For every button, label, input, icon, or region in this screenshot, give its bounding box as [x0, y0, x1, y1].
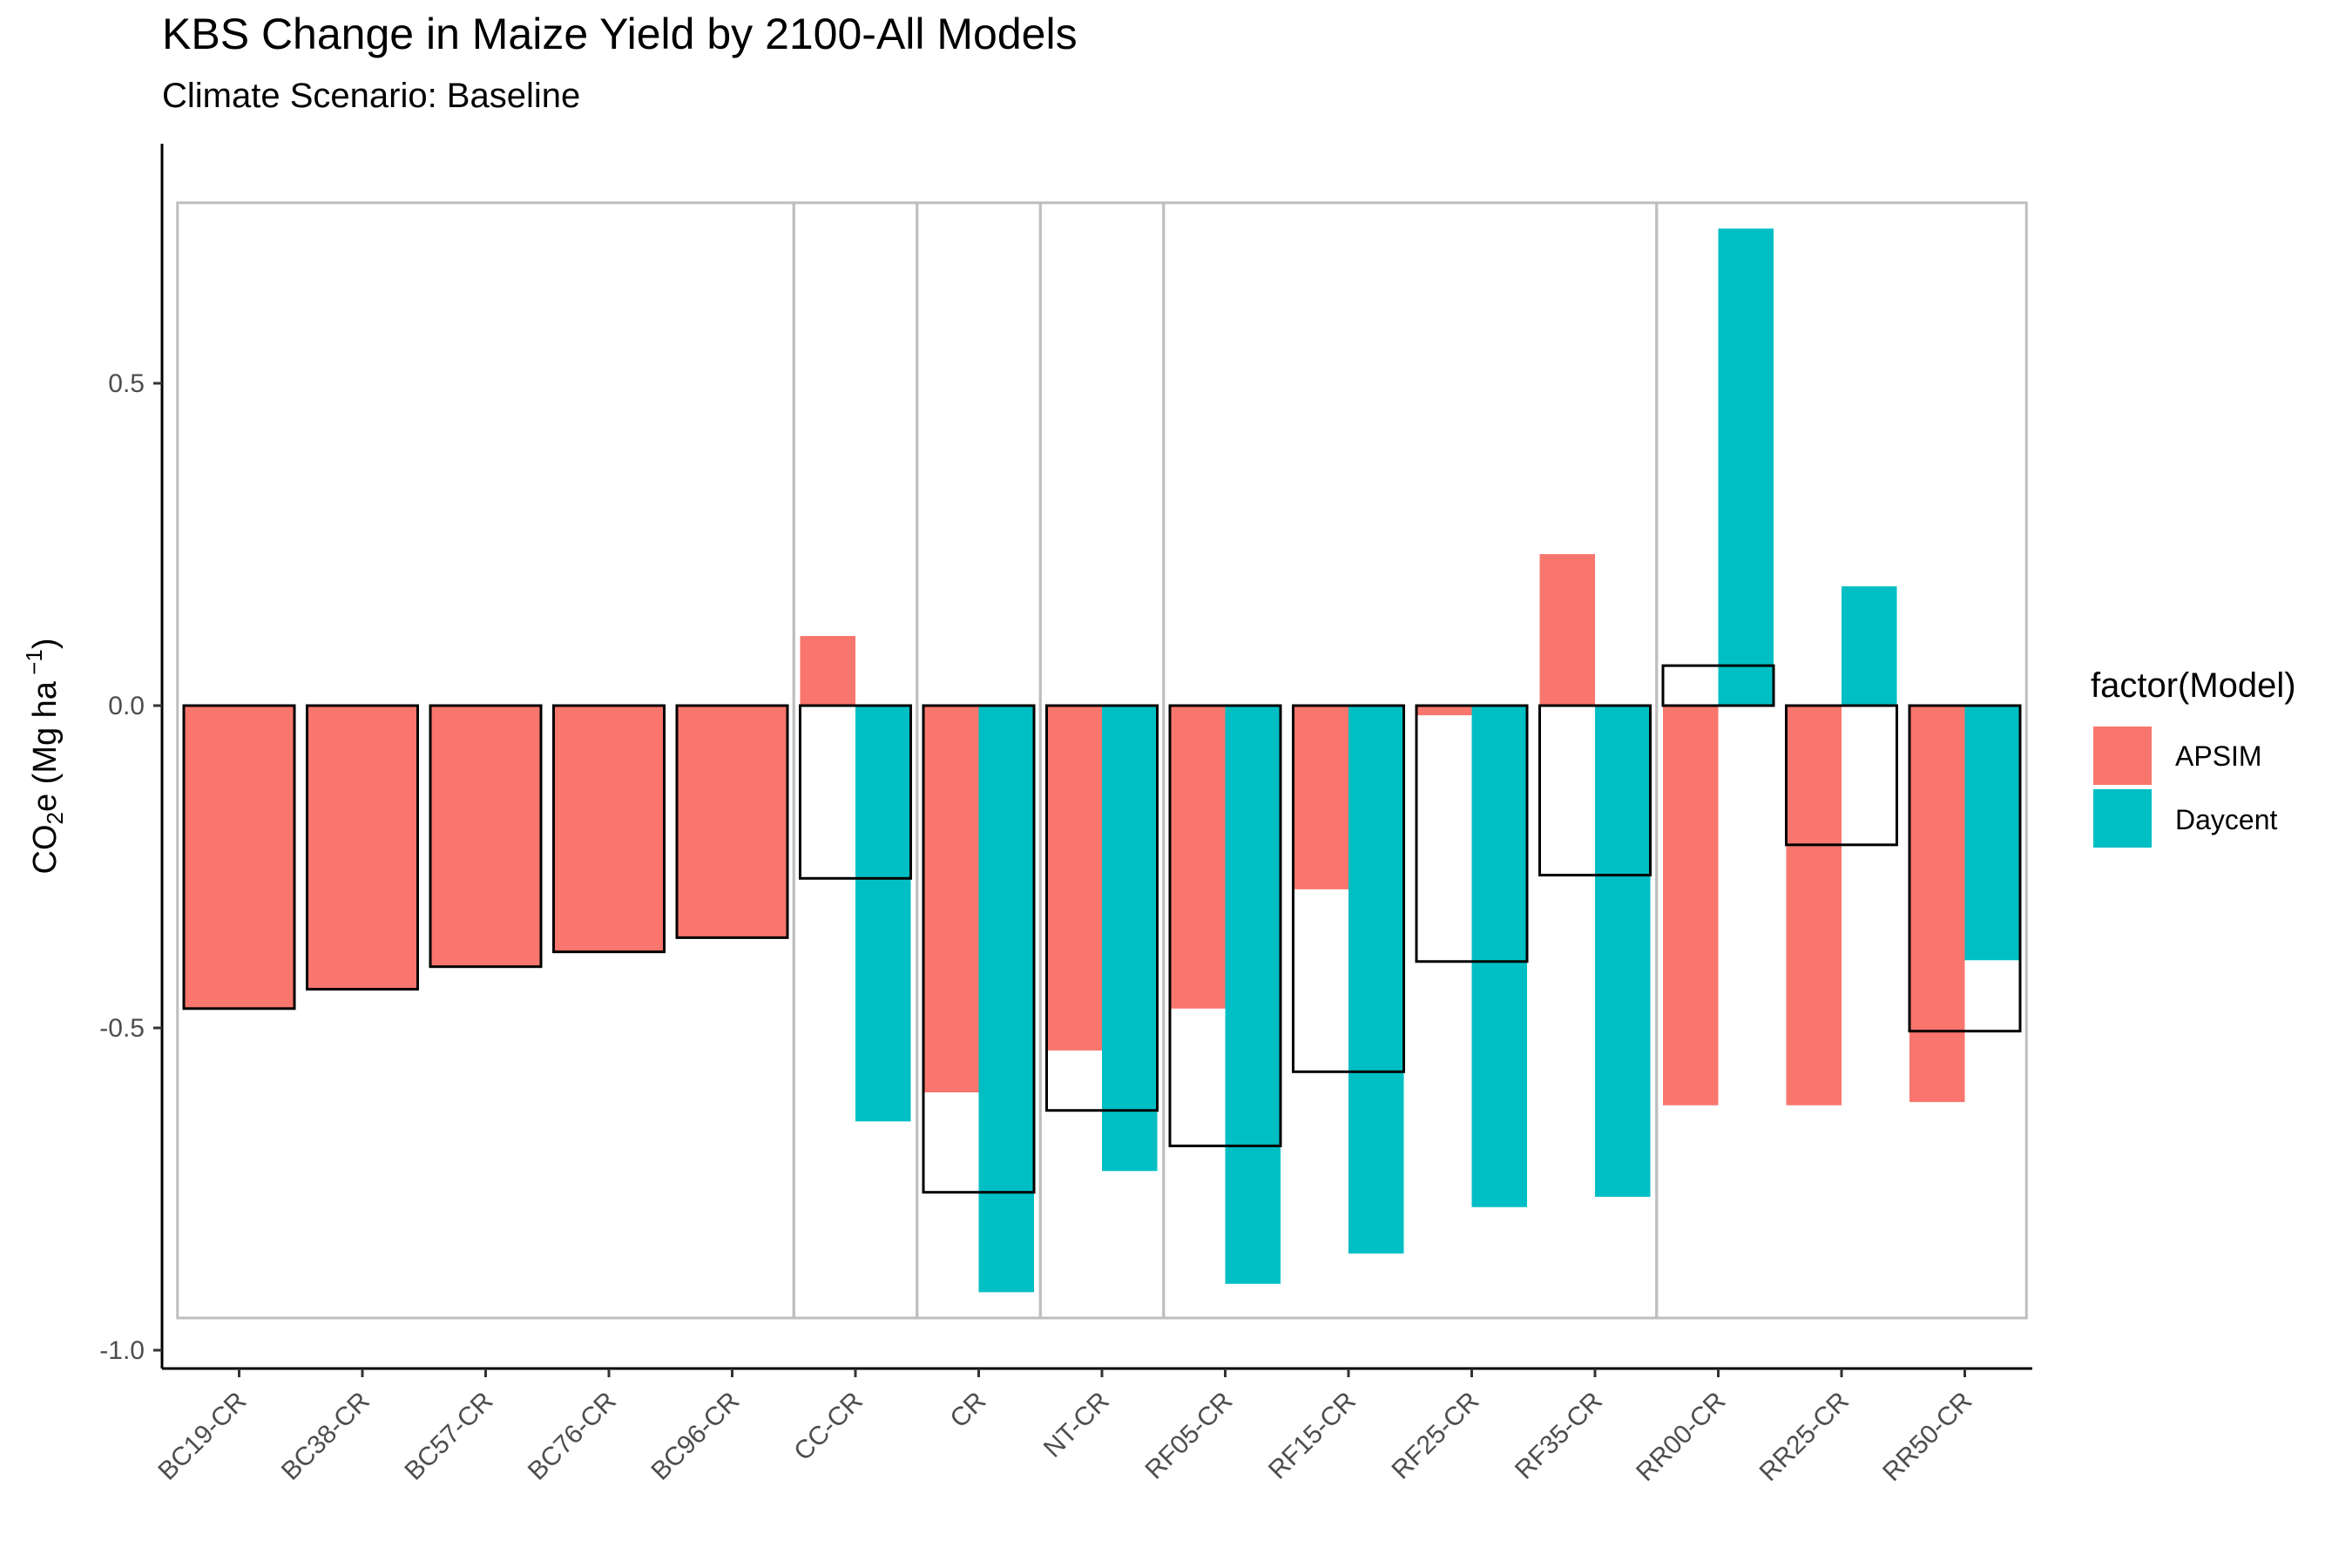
outline-bar-rf15-cr [1292, 704, 1405, 1073]
bar-apsim-rf05-cr [1170, 706, 1226, 1009]
bar-apsim-cr [923, 706, 979, 1092]
x-tick-label-bc38-cr: BC38-CR [276, 1387, 375, 1486]
outline-bar-rr00-cr [1661, 664, 1775, 707]
outline-bar-bc96-cr [675, 704, 789, 939]
outline-bar-cc-cr [799, 704, 912, 880]
y-axis-title-close: ) [27, 639, 64, 650]
x-tick-label-rf25-cr: RF25-CR [1387, 1387, 1485, 1485]
bar-apsim-rf35-cr [1539, 554, 1595, 706]
x-tick-label-bc57-cr: BC57-CR [399, 1387, 498, 1486]
outline-bar-rf05-cr [1168, 704, 1282, 1147]
bar-apsim-rr00-cr [1663, 706, 1719, 1105]
x-ticks: BC19-CR BC38-CR BC57-CR BC76-CR BC96-CR CC-CR… [152, 1369, 1977, 1487]
x-tick-label-rf05-cr: RF05-CR [1140, 1387, 1239, 1485]
bar-apsim-bc19-cr [184, 706, 294, 1009]
legend-label-apsim: APSIM [2175, 740, 2262, 772]
y-axis-title-rest: e (Mg ha [27, 680, 64, 812]
outline-bar-bc76-cr [552, 704, 666, 954]
y-tick-label: -0.5 [99, 1014, 145, 1043]
bar-daycent-rf35-cr [1595, 706, 1651, 1197]
legend-swatch-apsim [2093, 727, 2152, 785]
x-tick-label-cc-cr: CC-CR [788, 1387, 868, 1467]
outline-bar-bc57-cr [429, 704, 543, 969]
bar-apsim-rr50-cr [1909, 706, 1965, 1103]
legend-swatch-daycent [2093, 789, 2152, 848]
bar-daycent-rr00-cr [1718, 228, 1774, 706]
outline-bars [182, 664, 2022, 1194]
x-tick-label-rf15-cr: RF15-CR [1263, 1387, 1362, 1485]
legend-label-daycent: Daycent [2175, 804, 2278, 835]
outline-bar-rr50-cr [1908, 704, 2022, 1033]
bar-apsim-rf25-cr [1416, 706, 1472, 716]
bar-daycent-cc-cr [855, 706, 911, 1122]
bar-apsim-bc57-cr [430, 706, 541, 967]
bar-apsim-bc76-cr [553, 706, 665, 952]
y-tick-label: -1.0 [99, 1336, 145, 1365]
x-tick-label-bc96-cr: BC96-CR [645, 1387, 745, 1486]
bars [184, 228, 2020, 1293]
outline-bar-bc19-cr [182, 704, 296, 1010]
y-axis-title-superscript: −1 [21, 649, 47, 681]
bar-daycent-rf25-cr [1471, 706, 1527, 1207]
y-axis-title-main: CO [27, 824, 64, 874]
legend-title: factor(Model) [2091, 666, 2296, 705]
y-axis-title: CO2e (Mg ha −1) [21, 639, 68, 875]
axes [160, 144, 2032, 1370]
y-tick-label: 0.0 [108, 692, 145, 720]
bar-apsim-cc-cr [800, 636, 855, 706]
chart-subtitle: Climate Scenario: Baseline [162, 77, 581, 115]
bar-apsim-bc38-cr [307, 706, 418, 990]
x-tick-label-rr00-cr: RR00-CR [1631, 1387, 1731, 1487]
y-axis-title-subscript: 2 [42, 812, 68, 824]
bar-daycent-rf05-cr [1225, 706, 1281, 1284]
x-tick-label-cr: CR [944, 1387, 991, 1434]
outline-bar-cr [922, 704, 1036, 1194]
x-tick-label-bc19-cr: BC19-CR [152, 1387, 252, 1486]
bar-daycent-cr [978, 706, 1034, 1293]
x-tick-label-rr25-cr: RR25-CR [1754, 1387, 1855, 1487]
outline-bar-nt-cr [1045, 704, 1159, 1112]
chart-title: KBS Change in Maize Yield by 2100-All Mo… [162, 10, 1078, 58]
bar-apsim-rf15-cr [1293, 706, 1348, 889]
group-box-6 [1655, 201, 2028, 1320]
outline-bar-rf25-cr [1415, 704, 1529, 963]
group-boxes [176, 201, 2028, 1320]
bar-daycent-rr50-cr [1964, 706, 2020, 961]
y-ticks: -1.0 -0.5 0.0 0.5 [99, 369, 162, 1365]
outline-bar-rr25-cr [1785, 704, 1898, 847]
bar-daycent-rr25-cr [1842, 586, 1897, 706]
x-tick-label-nt-cr: NT-CR [1038, 1387, 1115, 1463]
y-tick-label: 0.5 [108, 369, 145, 398]
x-tick-label-rf35-cr: RF35-CR [1510, 1387, 1608, 1485]
x-tick-label-rr50-cr: RR50-CR [1877, 1387, 1977, 1487]
bar-apsim-bc96-cr [677, 706, 787, 938]
outline-bar-rf35-cr [1538, 704, 1652, 877]
bar-apsim-nt-cr [1046, 706, 1102, 1051]
x-tick-label-bc76-cr: BC76-CR [523, 1387, 622, 1486]
legend: factor(Model) APSIM Daycent [2091, 666, 2296, 848]
bar-daycent-nt-cr [1102, 706, 1158, 1172]
outline-bar-bc38-cr [306, 704, 419, 991]
bar-apsim-rr25-cr [1786, 706, 1842, 1105]
bar-daycent-rf15-cr [1348, 706, 1404, 1254]
